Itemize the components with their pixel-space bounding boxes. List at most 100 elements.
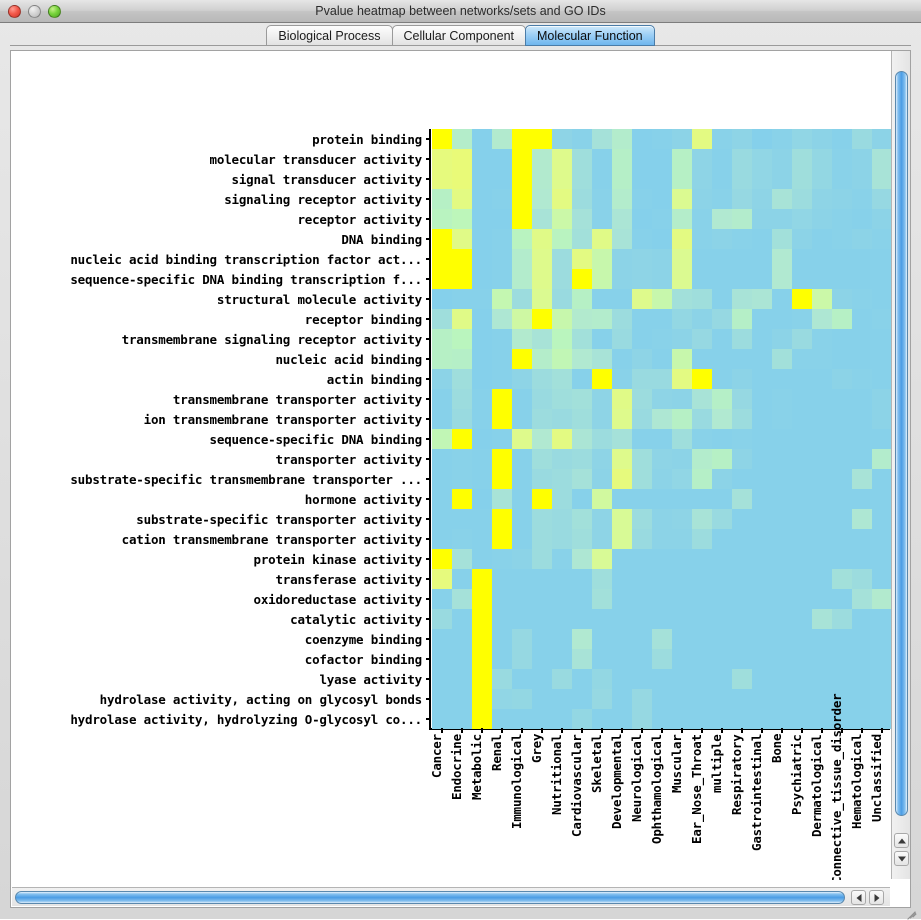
heatmap-cell[interactable] xyxy=(812,309,832,329)
heatmap-cell[interactable] xyxy=(532,469,552,489)
heatmap-cell[interactable] xyxy=(532,589,552,609)
heatmap-cell[interactable] xyxy=(572,449,592,469)
heatmap-cell[interactable] xyxy=(612,509,632,529)
heatmap-cell[interactable] xyxy=(772,429,792,449)
heatmap-cell[interactable] xyxy=(852,489,872,509)
heatmap-cell[interactable] xyxy=(772,389,792,409)
heatmap-cell[interactable] xyxy=(692,509,712,529)
heatmap-cell[interactable] xyxy=(752,389,772,409)
heatmap-cell[interactable] xyxy=(752,689,772,709)
heatmap-cell[interactable] xyxy=(812,469,832,489)
heatmap-cell[interactable] xyxy=(592,529,612,549)
heatmap-cell[interactable] xyxy=(492,189,512,209)
heatmap-cell[interactable] xyxy=(852,549,872,569)
heatmap-cell[interactable] xyxy=(452,389,472,409)
heatmap-cell[interactable] xyxy=(732,609,752,629)
heatmap-cell[interactable] xyxy=(872,489,891,509)
heatmap-cell[interactable] xyxy=(632,369,652,389)
heatmap-cell[interactable] xyxy=(852,169,872,189)
heatmap-cell[interactable] xyxy=(712,249,732,269)
heatmap-cell[interactable] xyxy=(592,149,612,169)
heatmap-cell[interactable] xyxy=(852,509,872,529)
heatmap-cell[interactable] xyxy=(672,149,692,169)
heatmap-cell[interactable] xyxy=(692,229,712,249)
heatmap-cell[interactable] xyxy=(692,329,712,349)
heatmap-cell[interactable] xyxy=(592,669,612,689)
heatmap-cell[interactable] xyxy=(452,209,472,229)
heatmap-cell[interactable] xyxy=(552,369,572,389)
heatmap-cell[interactable] xyxy=(492,569,512,589)
heatmap-cell[interactable] xyxy=(732,189,752,209)
heatmap-cell[interactable] xyxy=(532,509,552,529)
heatmap-cell[interactable] xyxy=(592,369,612,389)
heatmap-cell[interactable] xyxy=(872,689,891,709)
heatmap-cell[interactable] xyxy=(612,149,632,169)
heatmap-cell[interactable] xyxy=(752,249,772,269)
heatmap-cell[interactable] xyxy=(632,209,652,229)
heatmap-cell[interactable] xyxy=(692,569,712,589)
heatmap-cell[interactable] xyxy=(572,189,592,209)
heatmap-cell[interactable] xyxy=(832,289,852,309)
heatmap-cell[interactable] xyxy=(532,429,552,449)
heatmap-cell[interactable] xyxy=(692,369,712,389)
heatmap-cell[interactable] xyxy=(552,609,572,629)
heatmap-cell[interactable] xyxy=(812,349,832,369)
heatmap-cell[interactable] xyxy=(712,429,732,449)
heatmap-cell[interactable] xyxy=(772,609,792,629)
heatmap-cell[interactable] xyxy=(612,309,632,329)
heatmap-cell[interactable] xyxy=(712,529,732,549)
heatmap-cell[interactable] xyxy=(772,509,792,529)
heatmap-cell[interactable] xyxy=(812,209,832,229)
heatmap-cell[interactable] xyxy=(852,149,872,169)
heatmap-cell[interactable] xyxy=(712,149,732,169)
heatmap-cell[interactable] xyxy=(472,409,492,429)
heatmap-cell[interactable] xyxy=(432,149,452,169)
heatmap-cell[interactable] xyxy=(592,609,612,629)
heatmap-cell[interactable] xyxy=(492,169,512,189)
heatmap-cell[interactable] xyxy=(692,709,712,729)
heatmap-cell[interactable] xyxy=(652,689,672,709)
heatmap-cell[interactable] xyxy=(832,149,852,169)
heatmap-cell[interactable] xyxy=(472,349,492,369)
heatmap-cell[interactable] xyxy=(492,489,512,509)
heatmap-cell[interactable] xyxy=(532,369,552,389)
close-window-button[interactable] xyxy=(8,5,21,18)
heatmap-cell[interactable] xyxy=(872,169,891,189)
heatmap-cell[interactable] xyxy=(832,249,852,269)
heatmap-cell[interactable] xyxy=(432,589,452,609)
heatmap-cell[interactable] xyxy=(612,569,632,589)
heatmap-cell[interactable] xyxy=(532,489,552,509)
heatmap-cell[interactable] xyxy=(692,309,712,329)
heatmap-cell[interactable] xyxy=(812,509,832,529)
heatmap-cell[interactable] xyxy=(452,569,472,589)
heatmap-cell[interactable] xyxy=(512,669,532,689)
heatmap-cell[interactable] xyxy=(872,569,891,589)
heatmap-cell[interactable] xyxy=(752,669,772,689)
heatmap-cell[interactable] xyxy=(452,529,472,549)
heatmap-cell[interactable] xyxy=(712,189,732,209)
heatmap-cell[interactable] xyxy=(692,529,712,549)
heatmap-cell[interactable] xyxy=(832,449,852,469)
heatmap-cell[interactable] xyxy=(512,429,532,449)
heatmap-cell[interactable] xyxy=(852,329,872,349)
heatmap-cell[interactable] xyxy=(672,209,692,229)
heatmap-cell[interactable] xyxy=(652,329,672,349)
heatmap-cell[interactable] xyxy=(512,709,532,729)
heatmap-cell[interactable] xyxy=(772,469,792,489)
heatmap-cell[interactable] xyxy=(592,289,612,309)
heatmap-cell[interactable] xyxy=(692,649,712,669)
heatmap-cell[interactable] xyxy=(532,289,552,309)
heatmap-cell[interactable] xyxy=(872,469,891,489)
heatmap-cell[interactable] xyxy=(632,169,652,189)
heatmap-cell[interactable] xyxy=(452,629,472,649)
heatmap-cell[interactable] xyxy=(672,369,692,389)
heatmap-cell[interactable] xyxy=(732,229,752,249)
heatmap-cell[interactable] xyxy=(432,349,452,369)
heatmap-cell[interactable] xyxy=(552,709,572,729)
heatmap-cell[interactable] xyxy=(832,509,852,529)
heatmap-cell[interactable] xyxy=(772,269,792,289)
heatmap-cell[interactable] xyxy=(612,549,632,569)
heatmap-cell[interactable] xyxy=(832,129,852,149)
heatmap-cell[interactable] xyxy=(692,609,712,629)
heatmap-cell[interactable] xyxy=(472,189,492,209)
